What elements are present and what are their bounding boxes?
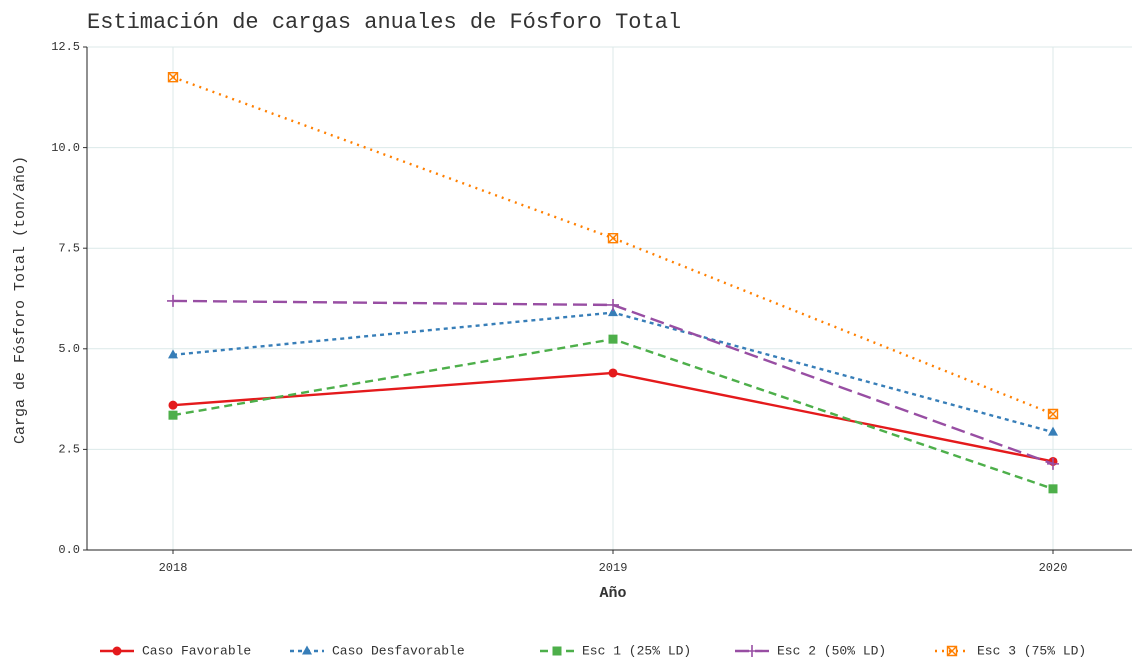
x-tick-label: 2019 <box>599 561 628 575</box>
marker <box>608 368 618 378</box>
y-tick-label: 0.0 <box>58 543 80 557</box>
y-tick-label: 12.5 <box>51 40 80 54</box>
marker <box>607 298 619 311</box>
marker <box>168 410 178 420</box>
series-line <box>172 76 1054 416</box>
y-tick-label: 10.0 <box>51 141 80 155</box>
marker <box>1048 426 1058 436</box>
chart-title: Estimación de cargas anuales de Fósforo … <box>87 10 681 35</box>
marker <box>168 400 178 410</box>
legend-label: Caso Desfavorable <box>332 643 465 658</box>
legend-label: Esc 2 (50% LD) <box>777 643 886 658</box>
marker <box>607 232 619 244</box>
marker <box>112 646 122 656</box>
x-tick-label: 2020 <box>1039 561 1068 575</box>
y-tick-label: 2.5 <box>58 443 80 457</box>
legend-label: Esc 3 (75% LD) <box>977 643 1086 658</box>
marker <box>608 307 618 317</box>
marker <box>167 294 179 307</box>
marker <box>168 349 178 359</box>
y-axis-title: Carga de Fósforo Total (ton/año) <box>12 156 29 444</box>
x-axis-title: Año <box>599 585 626 602</box>
y-tick-label: 7.5 <box>58 241 80 255</box>
legend-label: Esc 1 (25% LD) <box>582 643 691 658</box>
marker <box>167 71 179 83</box>
marker <box>302 645 312 655</box>
marker <box>1047 457 1059 470</box>
marker <box>1048 484 1058 494</box>
legend-label: Caso Favorable <box>142 643 251 658</box>
x-tick-label: 2018 <box>159 561 188 575</box>
marker <box>552 646 562 656</box>
y-tick-label: 5.0 <box>58 342 80 356</box>
marker <box>746 645 758 657</box>
marker <box>1047 408 1059 420</box>
marker <box>946 645 958 657</box>
marker <box>608 334 618 344</box>
